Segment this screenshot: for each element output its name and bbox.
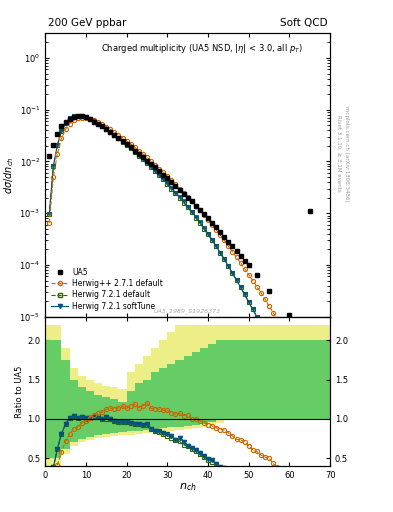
Herwig 7.2.1 softTune (75, 113, 80, 119)
Herwig 7.2.1 softTune (299, 396, 304, 402)
Text: 200 GeV ppbar: 200 GeV ppbar (48, 17, 127, 28)
Herwig 7.2.1 default (47, 211, 51, 218)
Herwig 7.2.1 default (128, 145, 133, 152)
Text: UA5_1989_S1926373: UA5_1989_S1926373 (154, 308, 221, 314)
UA5 (88, 116, 92, 122)
Herwig++ 2.7.1 default (79, 115, 84, 121)
UA5 (198, 206, 202, 212)
Text: Charged multiplicity (UA5 NSD, $|\eta|$ < 3.0, all $p_T$): Charged multiplicity (UA5 NSD, $|\eta|$ … (101, 42, 303, 55)
UA5 (287, 311, 292, 317)
Herwig 7.2.1 default (299, 397, 304, 403)
X-axis label: $n_{ch}$: $n_{ch}$ (179, 481, 196, 493)
Herwig 7.2.1 softTune (47, 211, 51, 218)
Herwig++ 2.7.1 default (47, 220, 51, 226)
Herwig++ 2.7.1 default (320, 387, 324, 393)
Herwig 7.2.1 softTune (185, 204, 190, 210)
UA5 (132, 148, 137, 154)
Y-axis label: $d\sigma/dn_{ch}$: $d\sigma/dn_{ch}$ (3, 156, 17, 194)
Herwig 7.2.1 softTune (307, 411, 312, 417)
Text: Rivet 3.1.10, ≥ 3.1M events: Rivet 3.1.10, ≥ 3.1M events (336, 115, 341, 192)
Herwig 7.2.1 softTune (161, 176, 165, 182)
Herwig 7.2.1 default (275, 351, 279, 357)
Text: Soft QCD: Soft QCD (280, 17, 327, 28)
Line: UA5: UA5 (47, 114, 312, 317)
Herwig 7.2.1 default (185, 204, 190, 210)
Herwig 7.2.1 softTune (128, 145, 133, 152)
UA5 (47, 153, 51, 159)
Herwig++ 2.7.1 default (206, 217, 210, 223)
Line: Herwig++ 2.7.1 default: Herwig++ 2.7.1 default (47, 116, 324, 392)
Herwig++ 2.7.1 default (295, 349, 300, 355)
UA5 (181, 190, 186, 197)
UA5 (177, 187, 182, 193)
Herwig 7.2.1 default (307, 413, 312, 419)
Line: Herwig 7.2.1 softTune: Herwig 7.2.1 softTune (47, 114, 312, 416)
UA5 (307, 208, 312, 214)
Herwig++ 2.7.1 default (116, 132, 121, 138)
Herwig++ 2.7.1 default (112, 129, 117, 135)
Legend: UA5, Herwig++ 2.7.1 default, Herwig 7.2.1 default, Herwig 7.2.1 softTune: UA5, Herwig++ 2.7.1 default, Herwig 7.2.… (49, 265, 165, 313)
Herwig 7.2.1 default (112, 132, 117, 138)
Text: mcplots.cern.ch [arXiv:1306.3436]: mcplots.cern.ch [arXiv:1306.3436] (344, 106, 349, 201)
Line: Herwig 7.2.1 default: Herwig 7.2.1 default (47, 114, 312, 418)
Y-axis label: Ratio to UA5: Ratio to UA5 (15, 365, 24, 417)
Herwig 7.2.1 default (161, 176, 165, 182)
Herwig++ 2.7.1 default (165, 173, 170, 179)
Herwig 7.2.1 softTune (275, 351, 279, 357)
UA5 (169, 179, 174, 185)
Herwig 7.2.1 softTune (112, 132, 117, 138)
UA5 (75, 113, 80, 119)
Herwig 7.2.1 default (75, 113, 80, 119)
Herwig++ 2.7.1 default (210, 222, 215, 228)
